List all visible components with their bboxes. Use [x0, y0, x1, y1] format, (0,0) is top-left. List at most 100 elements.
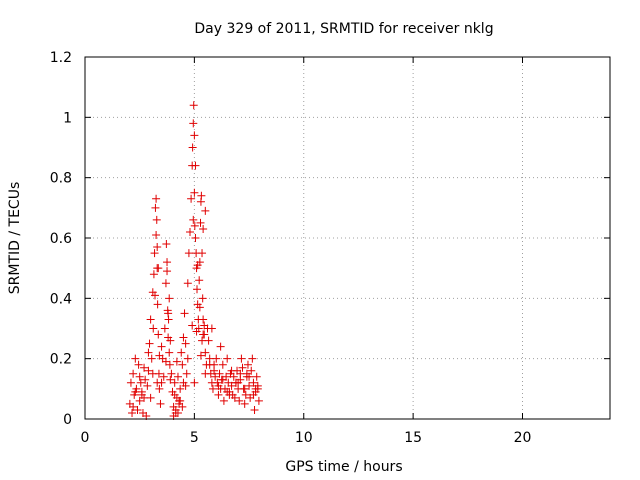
data-point	[196, 351, 205, 360]
data-point	[218, 375, 227, 384]
data-point	[195, 276, 204, 285]
data-point	[148, 369, 157, 378]
data-point	[216, 342, 225, 351]
data-point	[146, 315, 155, 324]
data-point	[235, 396, 244, 405]
data-point	[156, 399, 165, 408]
data-point	[167, 369, 176, 378]
data-point	[176, 384, 185, 393]
data-point	[129, 402, 138, 411]
data-point	[180, 309, 189, 318]
data-point	[240, 384, 249, 393]
data-point	[242, 369, 251, 378]
data-point	[152, 194, 161, 203]
data-point	[191, 234, 200, 242]
data-point	[165, 348, 174, 357]
data-point	[225, 390, 234, 399]
data-point	[163, 267, 172, 276]
data-point	[177, 348, 186, 357]
data-point	[154, 264, 163, 273]
data-point	[141, 375, 150, 384]
data-point	[188, 321, 197, 330]
data-point	[136, 378, 145, 387]
x-axis-label: GPS time / hours	[285, 459, 402, 475]
data-point	[150, 249, 159, 258]
data-point	[198, 294, 207, 303]
data-point	[170, 378, 179, 387]
data-point	[227, 381, 236, 390]
data-point	[165, 294, 174, 303]
data-point	[247, 366, 256, 375]
data-point	[161, 279, 170, 288]
y-tick-label: 1.2	[50, 50, 72, 66]
data-point	[187, 194, 196, 203]
data-point	[149, 324, 158, 333]
data-point	[250, 405, 259, 414]
data-point	[183, 279, 192, 288]
data-point	[131, 354, 140, 363]
data-point	[208, 384, 217, 393]
data-point	[195, 303, 204, 312]
data-point	[164, 309, 173, 318]
data-point	[179, 333, 188, 342]
x-tick-label: 15	[404, 430, 422, 446]
data-point	[193, 285, 201, 294]
data-point	[151, 203, 160, 212]
data-point	[219, 396, 228, 405]
data-point	[192, 327, 201, 336]
data-point	[229, 372, 238, 381]
data-point	[145, 339, 154, 348]
data-point	[135, 372, 144, 381]
data-point	[189, 215, 198, 224]
data-point	[152, 230, 161, 239]
data-point	[201, 206, 210, 215]
y-tick-label: 0.4	[50, 291, 72, 307]
data-point	[240, 399, 249, 408]
data-point	[191, 161, 200, 170]
data-point	[245, 381, 254, 390]
data-point	[207, 324, 216, 333]
y-tick-label: 0.8	[50, 171, 72, 187]
data-point	[155, 384, 164, 393]
data-point	[153, 243, 162, 252]
data-point	[199, 224, 208, 233]
y-tick-label: 0.2	[50, 352, 72, 368]
data-point	[140, 363, 149, 372]
data-point	[198, 249, 207, 258]
data-point	[183, 354, 192, 363]
y-tick-label: 0	[63, 412, 72, 428]
data-point	[251, 384, 260, 393]
data-point	[188, 143, 197, 152]
data-point	[238, 363, 247, 372]
data-point	[170, 390, 179, 399]
data-point	[128, 408, 137, 417]
data-point	[223, 354, 232, 363]
data-point	[137, 390, 146, 399]
data-point	[186, 227, 194, 236]
data-point	[214, 381, 223, 390]
data-point	[200, 321, 209, 330]
data-point	[176, 396, 185, 405]
data-point	[166, 375, 175, 384]
y-axis-label: SRMTID / TECUs	[7, 182, 23, 295]
data-point	[181, 381, 190, 390]
data-point	[199, 330, 208, 339]
x-tick-label: 10	[295, 430, 313, 446]
data-point	[190, 131, 199, 140]
data-point	[160, 324, 169, 333]
data-point	[196, 218, 205, 227]
data-point	[184, 249, 193, 258]
data-point	[154, 330, 163, 339]
data-point	[214, 390, 223, 399]
data-point	[162, 240, 171, 249]
data-points	[125, 101, 263, 420]
data-point	[178, 360, 187, 369]
data-point	[243, 360, 252, 369]
data-point	[241, 390, 250, 399]
data-point	[172, 357, 181, 366]
data-point	[147, 354, 156, 363]
x-tick-label: 5	[190, 430, 199, 446]
data-point	[163, 258, 172, 267]
chart-title: Day 329 of 2011, SRMTID for receiver nkl…	[194, 21, 493, 37]
